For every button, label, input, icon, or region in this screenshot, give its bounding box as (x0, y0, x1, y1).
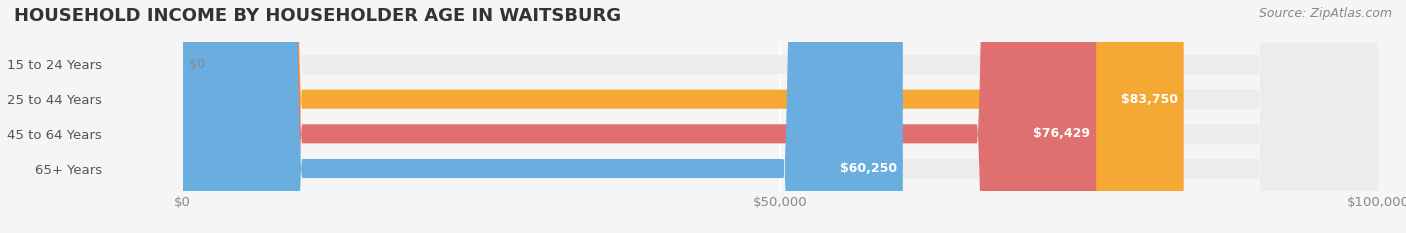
Text: Source: ZipAtlas.com: Source: ZipAtlas.com (1258, 7, 1392, 20)
FancyBboxPatch shape (183, 0, 1097, 233)
Text: $0: $0 (188, 58, 205, 71)
FancyBboxPatch shape (183, 0, 1378, 233)
Text: HOUSEHOLD INCOME BY HOUSEHOLDER AGE IN WAITSBURG: HOUSEHOLD INCOME BY HOUSEHOLDER AGE IN W… (14, 7, 621, 25)
FancyBboxPatch shape (183, 0, 1378, 233)
FancyBboxPatch shape (183, 0, 1184, 233)
FancyBboxPatch shape (183, 0, 1378, 233)
FancyBboxPatch shape (183, 0, 1378, 233)
Text: $76,429: $76,429 (1033, 127, 1090, 140)
Text: $83,750: $83,750 (1121, 93, 1178, 106)
FancyBboxPatch shape (183, 0, 903, 233)
Text: $60,250: $60,250 (839, 162, 897, 175)
